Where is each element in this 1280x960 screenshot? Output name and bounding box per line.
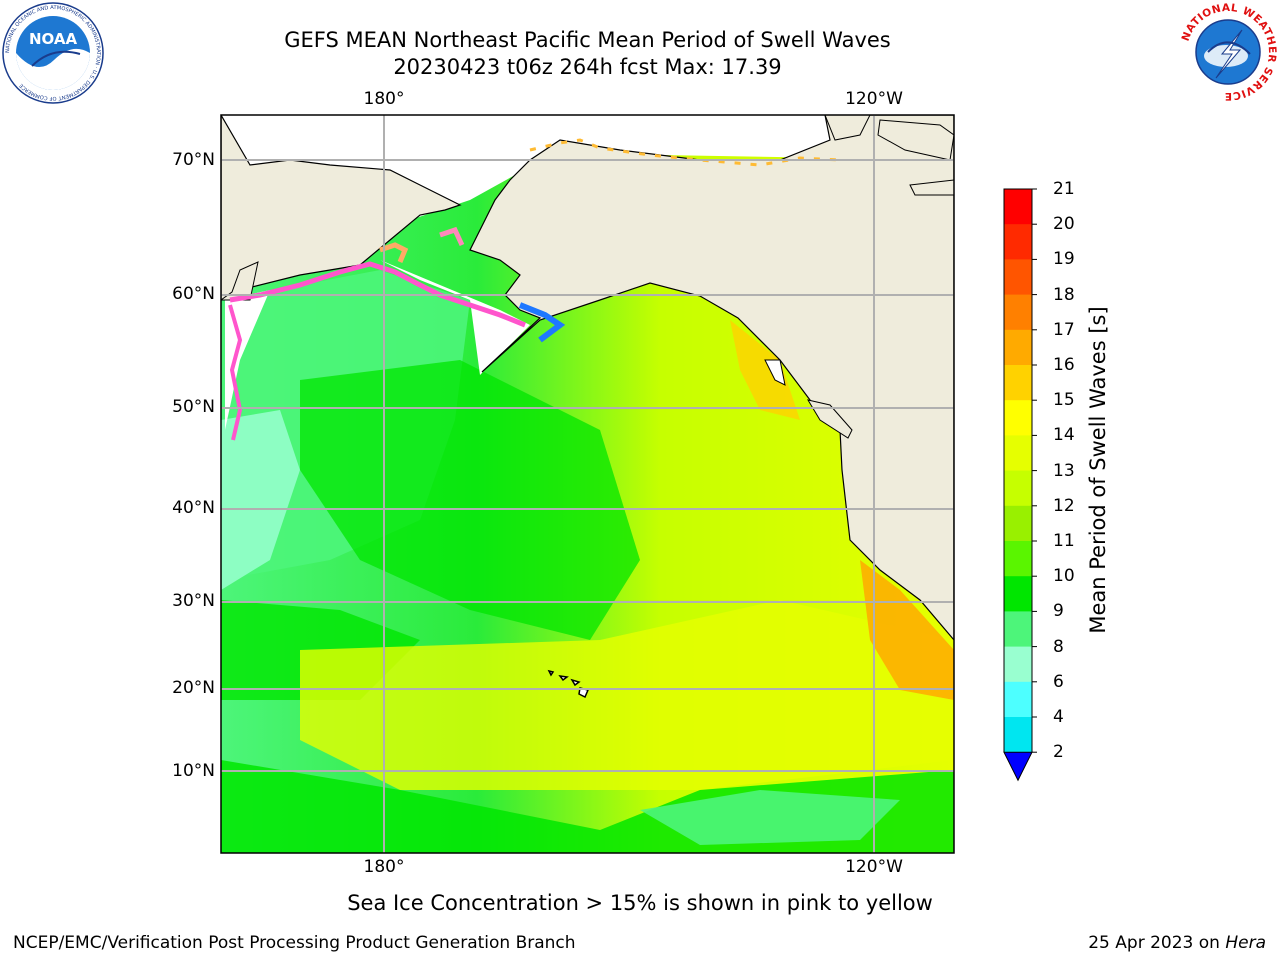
colorbar-tick-label: 11: [1053, 531, 1075, 551]
lon-label-top-180: 180°: [363, 89, 405, 109]
footer-credit: NCEP/EMC/Verification Post Processing Pr…: [13, 933, 576, 953]
colorbar-tick-label: 20: [1053, 214, 1075, 235]
colorbar-segment: [1004, 611, 1032, 648]
lon-label-bottom-180: 180°: [363, 857, 405, 877]
colorbar-tick-label: 12: [1053, 495, 1075, 516]
colorbar-tick-label: 6: [1053, 671, 1064, 692]
sea-ice-edge: [439, 226, 465, 247]
hawaii-island: [558, 675, 569, 682]
map-plot-area: [221, 115, 954, 853]
noaa-logo-text: NOAA: [29, 30, 78, 48]
arctic-no-data: [221, 115, 954, 300]
lat-label-60n: 60°N: [172, 284, 215, 304]
footer-machine: Hera: [1225, 933, 1266, 953]
colorbar-segment: [1004, 646, 1032, 683]
sea-ice-edge: [379, 242, 409, 263]
orange-swell-region: [860, 560, 954, 700]
colorbar-segment: [1004, 294, 1032, 331]
colorbar-segment: [1004, 717, 1032, 753]
arctic-island: [909, 179, 954, 196]
southern-light-band: [640, 790, 900, 845]
sea-ice-edge-okhotsk: [228, 304, 243, 441]
north-america-land: [469, 115, 954, 641]
colorbar-tick-label: 19: [1053, 249, 1075, 270]
colorbar-tick-label: 17: [1053, 319, 1075, 340]
coastal-island: [764, 359, 786, 386]
colorbar-tick-label: 15: [1053, 390, 1075, 411]
cook-inlet-blue: [518, 302, 566, 343]
colorbar-tick-label: 2: [1053, 742, 1064, 763]
colorbar-segment: [1004, 576, 1032, 612]
nws-logo: NATIONAL WEATHER SERVICE: [1180, 2, 1278, 102]
lon-label-top-120w: 120°W: [845, 89, 903, 109]
lat-label-70n: 70°N: [172, 150, 215, 170]
footer-date: 25 Apr 2023 on Hera: [1088, 933, 1266, 953]
colorbar-segment: [1004, 400, 1032, 436]
colorbar-tick-label: 14: [1053, 425, 1075, 446]
lat-label-20n: 20°N: [172, 678, 215, 698]
yellow-swell-region: [300, 600, 954, 790]
noaa-logo: NOAA NATIONAL OCEANIC AND ATMOSPHERIC AD…: [2, 2, 104, 104]
arctic-island: [824, 115, 871, 141]
colorbar-tick-label: 16: [1053, 355, 1075, 375]
lat-label-50n: 50°N: [172, 397, 215, 417]
lat-label-40n: 40°N: [172, 498, 215, 518]
colorbar-segment: [1004, 541, 1032, 577]
hawaii-island: [547, 669, 555, 677]
colorbar-tick-label: 13: [1053, 460, 1075, 481]
map-frame: [220, 114, 955, 854]
colorbar-segment: [1004, 435, 1032, 472]
colorbar-tick-label: 9: [1053, 601, 1064, 622]
hawaii-island: [570, 678, 581, 687]
colorbar-segment: [1004, 329, 1032, 366]
colorbar-segment: [1004, 365, 1032, 401]
gulf-alaska-yellow: [730, 320, 800, 420]
lon-label-bottom-120w: 120°W: [845, 857, 903, 877]
sea-ice-caption: Sea Ice Concentration > 15% is shown in …: [347, 891, 933, 915]
colorbar-tick-label: 8: [1053, 636, 1064, 657]
vancouver-island: [806, 399, 853, 439]
sea-ice-edge: [229, 261, 526, 328]
colorbar: [1003, 188, 1037, 782]
lat-label-10n: 10°N: [172, 761, 215, 781]
chart-subtitle: 20230423 t06z 264h fcst Max: 17.39: [393, 55, 782, 79]
colorbar-segment: [1004, 189, 1032, 225]
chart-title: GEFS MEAN Northeast Pacific Mean Period …: [284, 28, 891, 52]
colorbar-segment: [1004, 505, 1032, 542]
colorbar-segment: [1004, 470, 1032, 507]
colorbar-tick-label: 4: [1053, 707, 1064, 727]
lat-label-30n: 30°N: [172, 591, 215, 611]
colorbar-tick-label: 18: [1053, 284, 1075, 305]
cyan-swell-region: [221, 410, 300, 590]
siberia-land: [221, 115, 462, 301]
colorbar-segment: [1004, 259, 1032, 296]
colorbar-extend-arrow: [1003, 751, 1033, 782]
colorbar-tick-label: 21: [1053, 179, 1075, 199]
colorbar-segment: [1004, 224, 1032, 260]
bering-ice-area: [380, 260, 530, 375]
graticule: [221, 115, 954, 853]
colorbar-title: Mean Period of Swell Waves [s]: [1086, 306, 1110, 634]
colorbar-segment: [1004, 681, 1032, 718]
colorbar-tick-label: 10: [1053, 566, 1075, 587]
footer-date-text: 25 Apr 2023 on: [1088, 933, 1226, 953]
